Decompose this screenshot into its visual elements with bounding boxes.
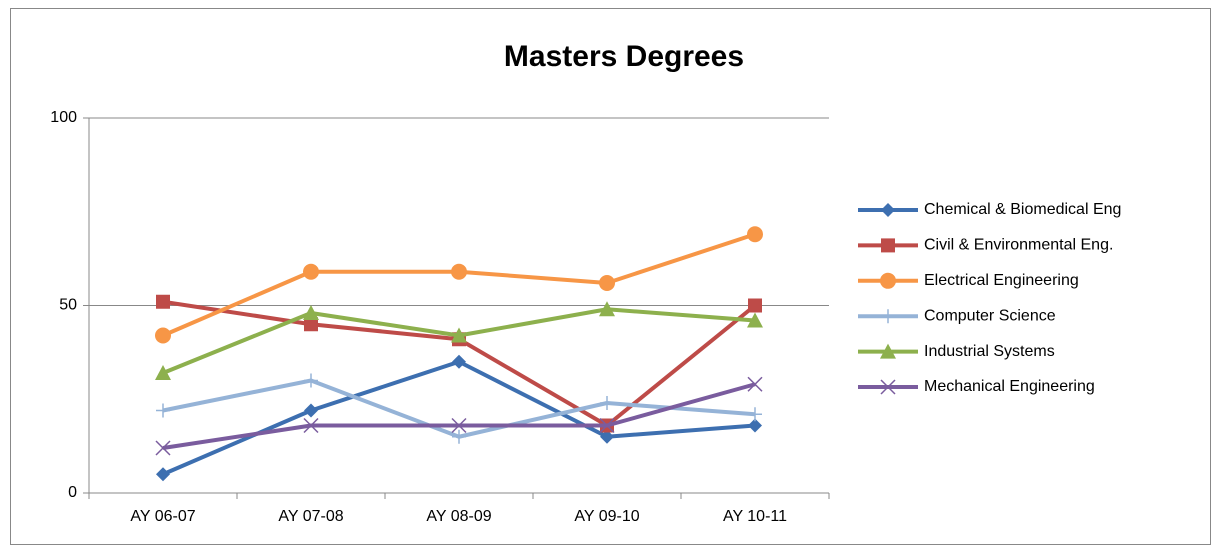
marker: [748, 407, 762, 422]
marker: [451, 417, 467, 434]
marker: [599, 275, 615, 291]
y-tick-label: 0: [68, 484, 77, 501]
marker: [881, 238, 895, 253]
marker: [599, 417, 615, 434]
marker: [452, 354, 466, 369]
legend-label: Electrical Engineering: [924, 272, 1079, 289]
legend-label: Civil & Environmental Eng.: [924, 237, 1113, 254]
marker: [155, 440, 171, 456]
legend-label: Chemical & Biomedical Eng: [924, 201, 1121, 218]
x-tick-label: AY 09-10: [574, 508, 639, 525]
marker: [303, 417, 319, 434]
marker: [304, 373, 318, 388]
marker: [303, 263, 319, 280]
marker: [600, 429, 614, 444]
marker: [156, 403, 170, 418]
y-tick-label: 100: [50, 109, 77, 126]
marker: [304, 403, 318, 418]
marker: [748, 418, 762, 433]
x-tick-label: AY 06-07: [130, 508, 195, 525]
y-tick-label: 50: [59, 297, 77, 314]
marker: [155, 327, 171, 344]
marker: [747, 376, 763, 392]
marker: [881, 203, 895, 217]
marker: [880, 379, 896, 395]
marker: [156, 294, 170, 309]
chart-title: Masters Degrees: [504, 40, 744, 73]
marker: [747, 226, 763, 243]
legend-label: Computer Science: [924, 307, 1056, 324]
legend-label: Industrial Systems: [924, 343, 1055, 360]
marker: [880, 272, 896, 289]
marker: [155, 365, 171, 380]
marker: [748, 298, 762, 313]
legend-label: Mechanical Engineering: [924, 378, 1095, 395]
x-tick-label: AY 07-08: [278, 508, 343, 525]
marker: [600, 396, 614, 410]
marker: [452, 429, 466, 444]
marker: [156, 467, 170, 482]
marker: [747, 312, 763, 328]
x-tick-label: AY 08-09: [426, 508, 491, 525]
marker: [880, 343, 896, 359]
marker: [451, 327, 467, 343]
marker: [451, 263, 467, 280]
x-tick-label: AY 10-11: [723, 508, 787, 525]
marker: [599, 301, 615, 317]
marker: [303, 305, 319, 320]
marker: [304, 317, 318, 332]
marker: [881, 309, 895, 324]
